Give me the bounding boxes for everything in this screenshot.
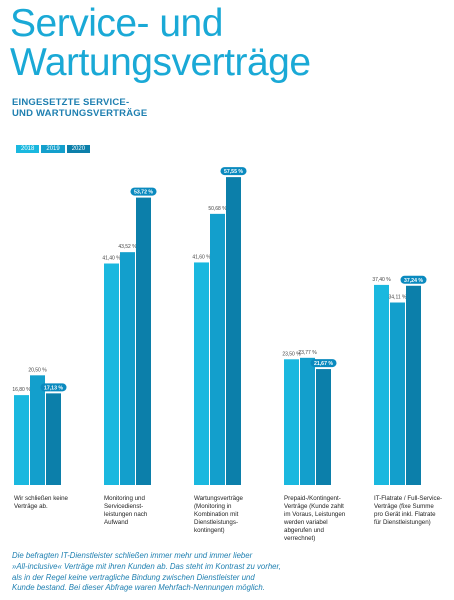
data-label-2019-group-2: 43,52 %: [118, 244, 137, 250]
highlight-label-bg-2020-group-4: [310, 359, 337, 368]
data-label-2020-group-1: 17,13 %: [44, 385, 63, 391]
bar-2020-group-1: [46, 393, 61, 485]
category-label-3-line-5: kontingent): [194, 527, 225, 534]
data-label-2020-group-3: 57,55 %: [224, 169, 243, 175]
category-label-4-line-6: verrechnet): [284, 535, 315, 542]
bar-2018-group-4: [284, 359, 299, 485]
data-label-2019-group-3: 50,68 %: [208, 206, 227, 212]
category-label-4-line-5: abgerufen und: [284, 527, 324, 534]
bar-2018-group-1: [14, 395, 29, 485]
bar-2020-group-3: [226, 177, 241, 486]
category-label-2-line-4: Aufwand: [104, 519, 129, 526]
chart-subtitle: EINGESETZTE SERVICE- UND WARTUNGSVERTRÄG…: [12, 97, 222, 119]
page-title-line-2: Wartungsverträge: [10, 41, 311, 84]
bar-2019-group-5: [390, 302, 405, 485]
bar-2020-group-2: [136, 197, 151, 485]
data-label-2019-group-4: 23,77 %: [298, 350, 317, 356]
highlight-label-bg-2020-group-2: [130, 187, 157, 196]
legend-item-2018: 2018: [16, 145, 40, 153]
bar-2019-group-1: [30, 375, 45, 485]
category-label-3-line-2: (Monitoring in: [194, 503, 232, 510]
data-label-2018-group-3: 41,60 %: [192, 254, 211, 260]
chart-legend: 2018 2019 2020: [16, 145, 91, 153]
category-label-2-line-1: Monitoring und: [104, 495, 145, 502]
category-label-1-line-2: Verträge ab.: [14, 503, 48, 510]
category-label-3-line-1: Wartungsverträge: [194, 495, 244, 502]
data-label-2018-group-5: 37,40 %: [372, 277, 391, 283]
category-label-3-line-4: Dienstleistungs-: [194, 519, 238, 526]
category-label-5-line-1: IT-Flatrate / Full-Service-: [374, 495, 442, 502]
chart-subtitle-line-1: EINGESETZTE SERVICE-: [12, 97, 130, 108]
legend-item-2019: 2019: [41, 145, 65, 153]
bar-2019-group-4: [300, 357, 315, 485]
page-title: Service- und Wartungsverträge: [10, 4, 311, 82]
data-label-2020-group-5: 37,24 %: [404, 278, 423, 284]
bar-2018-group-3: [194, 262, 209, 485]
category-label-5-line-2: Verträge (fixe Summe: [374, 503, 434, 510]
data-label-2019-group-1: 20,50 %: [28, 367, 47, 373]
bar-2018-group-2: [104, 263, 119, 485]
bar-2019-group-2: [120, 252, 135, 485]
footnote-line-1: Die befragten IT-Dienstleister schließen…: [12, 551, 253, 560]
data-label-2018-group-4: 23,50 %: [282, 351, 301, 357]
data-label-2018-group-1: 16,80 %: [12, 387, 31, 393]
category-label-5-line-4: für Dienstleistungen): [374, 519, 431, 526]
footnote-line-3: als in der Regel keine vertragliche Bind…: [12, 572, 255, 582]
footnote: Die befragten IT-Dienstleister schließen…: [12, 551, 452, 594]
category-label-4-line-2: Verträge (Kunde zahlt: [284, 503, 344, 510]
category-label-2-line-3: leistungen nach: [104, 511, 148, 518]
category-label-2-line-2: Servicedienst-: [104, 503, 143, 510]
data-label-2019-group-5: 34,11 %: [389, 295, 408, 301]
category-label-4-line-3: im Voraus, Leistungen: [284, 511, 346, 518]
footnote-line-4: Kunde bestand. Bei dieser Abfrage waren …: [12, 583, 265, 593]
page-title-line-1: Service- und: [10, 2, 223, 45]
data-label-2020-group-2: 53,72 %: [134, 190, 153, 196]
highlight-label-bg-2020-group-5: [400, 275, 427, 284]
highlight-label-bg-2020-group-3: [220, 167, 247, 176]
bar-2020-group-5: [406, 285, 421, 485]
legend-item-2020: 2020: [66, 145, 91, 153]
bar-2020-group-4: [316, 369, 331, 485]
bar-2019-group-3: [210, 213, 225, 485]
category-label-3-line-3: Kombination mit: [194, 511, 239, 518]
footnote-line-2: »All-inclusive« Verträge mit ihren Kunde…: [12, 561, 281, 571]
category-label-1-line-1: Wir schließen keine: [14, 495, 69, 502]
data-label-2020-group-4: 21,67 %: [314, 361, 333, 367]
category-label-5-line-3: pro Gerät inkl. Flatrate: [374, 511, 436, 518]
category-label-4-line-4: werden variabel: [283, 519, 328, 526]
category-label-4-line-1: Prepaid-/Kontingent-: [284, 495, 341, 502]
data-label-2018-group-2: 41,40 %: [102, 256, 121, 262]
highlight-label-bg-2020-group-1: [40, 383, 67, 392]
chart-subtitle-line-2: UND WARTUNGSVERTRÄGE: [12, 108, 148, 119]
bar-2018-group-5: [374, 284, 389, 485]
